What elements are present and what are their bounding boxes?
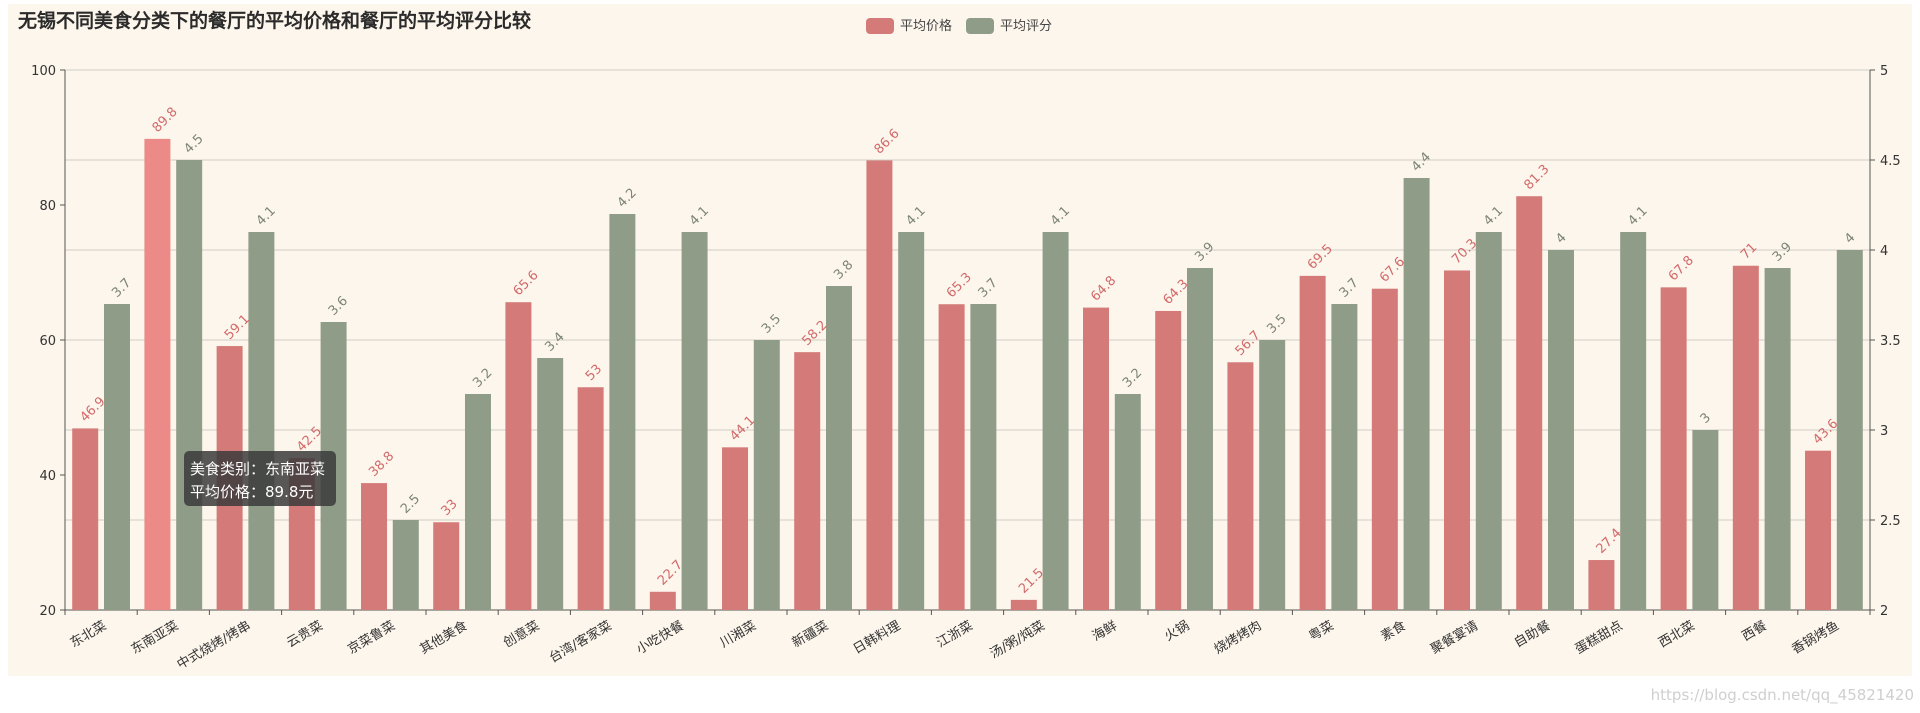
- price-bar[interactable]: [1371, 288, 1398, 610]
- price-bar[interactable]: [938, 304, 965, 610]
- price-bar[interactable]: [1732, 265, 1759, 610]
- rating-bar[interactable]: [681, 232, 708, 610]
- price-bar[interactable]: [1805, 450, 1832, 610]
- price-bar[interactable]: [577, 387, 604, 610]
- rating-bar[interactable]: [103, 304, 130, 610]
- rating-bar[interactable]: [1042, 232, 1069, 610]
- y-left-tick-label: 40: [39, 469, 56, 484]
- price-bar[interactable]: [1083, 307, 1110, 610]
- rating-bar[interactable]: [1403, 178, 1430, 610]
- rating-bar[interactable]: [392, 520, 419, 610]
- legend-price-swatch: [866, 18, 894, 34]
- legend-item-price[interactable]: 平均价格: [866, 18, 952, 34]
- rating-bar[interactable]: [1547, 250, 1574, 610]
- price-bar[interactable]: [1444, 270, 1471, 610]
- y-right-tick-label: 4.5: [1880, 154, 1901, 169]
- price-bar[interactable]: [649, 591, 676, 610]
- chart-title: 无锡不同美食分类下的餐厅的平均价格和餐厅的平均评分比较: [18, 9, 531, 32]
- rating-bar[interactable]: [1259, 340, 1286, 610]
- price-bar[interactable]: [722, 447, 749, 610]
- rating-bar[interactable]: [1475, 232, 1502, 610]
- price-bar[interactable]: [1660, 287, 1687, 610]
- price-bar[interactable]: [1516, 196, 1543, 610]
- legend[interactable]: 平均价格 平均评分: [866, 18, 1052, 34]
- rating-bar[interactable]: [248, 232, 275, 610]
- price-bar[interactable]: [505, 302, 532, 610]
- rating-bar[interactable]: [176, 160, 203, 610]
- price-bar[interactable]: [1155, 310, 1182, 610]
- y-right-tick-label: 2: [1880, 604, 1888, 619]
- tooltip-box: [184, 451, 336, 506]
- y-left-tick-label: 20: [39, 604, 56, 619]
- rating-bar[interactable]: [1764, 268, 1791, 610]
- y-left-tick-label: 80: [39, 199, 56, 214]
- rating-bar[interactable]: [1114, 394, 1141, 610]
- watermark: https://blog.csdn.net/qq_45821420: [1651, 686, 1914, 705]
- price-bar[interactable]: [1299, 275, 1326, 610]
- rating-bar[interactable]: [753, 340, 780, 610]
- tooltip-line-price: 平均价格：89.8元: [190, 483, 313, 501]
- price-bar[interactable]: [72, 428, 99, 610]
- y-right-tick-label: 3.5: [1880, 334, 1901, 349]
- rating-bar[interactable]: [1186, 268, 1213, 610]
- rating-bar[interactable]: [464, 394, 491, 610]
- price-bar[interactable]: [794, 352, 821, 610]
- rating-bar[interactable]: [1836, 250, 1863, 610]
- price-bar[interactable]: [144, 138, 171, 610]
- price-bar[interactable]: [361, 483, 388, 610]
- rating-bar[interactable]: [1331, 304, 1358, 610]
- rating-bar[interactable]: [1620, 232, 1647, 610]
- legend-rating-label: 平均评分: [1000, 19, 1052, 34]
- legend-item-rating[interactable]: 平均评分: [966, 18, 1052, 34]
- rating-bar[interactable]: [1692, 430, 1719, 610]
- legend-price-label: 平均价格: [900, 18, 952, 34]
- rating-bar[interactable]: [970, 304, 997, 610]
- y-right-tick-label: 5: [1880, 64, 1888, 79]
- rating-bar[interactable]: [609, 214, 636, 610]
- legend-rating-swatch: [966, 18, 994, 34]
- y-left-tick-label: 100: [31, 64, 56, 79]
- price-bar[interactable]: [1227, 362, 1254, 610]
- rating-bar[interactable]: [898, 232, 925, 610]
- y-right-tick-label: 3: [1880, 424, 1888, 439]
- y-left-tick-label: 60: [39, 334, 56, 349]
- rating-bar[interactable]: [537, 358, 564, 610]
- rating-bar[interactable]: [825, 286, 852, 610]
- y-right-tick-label: 4: [1880, 244, 1888, 259]
- bars: [72, 138, 1863, 610]
- price-bar[interactable]: [1010, 599, 1037, 610]
- tooltip-line-category: 美食类别：东南亚菜: [190, 460, 325, 478]
- price-bar[interactable]: [433, 522, 460, 610]
- price-bar[interactable]: [1588, 560, 1615, 610]
- tooltip: 美食类别：东南亚菜 平均价格：89.8元: [184, 451, 336, 506]
- y-right-tick-label: 2.5: [1880, 514, 1901, 529]
- price-bar[interactable]: [866, 160, 893, 610]
